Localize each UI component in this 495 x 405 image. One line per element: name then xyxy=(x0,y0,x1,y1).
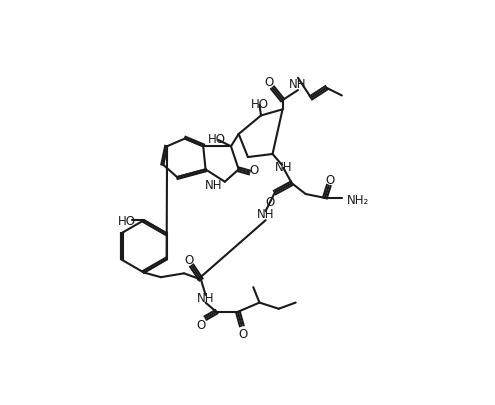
Text: O: O xyxy=(266,196,275,209)
Text: O: O xyxy=(326,173,335,186)
Text: HO: HO xyxy=(208,133,226,146)
Text: NH₂: NH₂ xyxy=(346,194,369,207)
Text: O: O xyxy=(249,164,259,177)
Text: O: O xyxy=(265,76,274,89)
Text: O: O xyxy=(197,318,205,331)
Text: NH: NH xyxy=(289,78,307,91)
Text: O: O xyxy=(184,254,193,266)
Text: O: O xyxy=(239,327,248,340)
Text: NH: NH xyxy=(197,291,214,304)
Text: NH: NH xyxy=(257,207,274,220)
Text: NH: NH xyxy=(275,160,292,173)
Text: HO: HO xyxy=(250,98,268,111)
Text: NH: NH xyxy=(205,179,223,192)
Text: HO: HO xyxy=(118,214,136,227)
